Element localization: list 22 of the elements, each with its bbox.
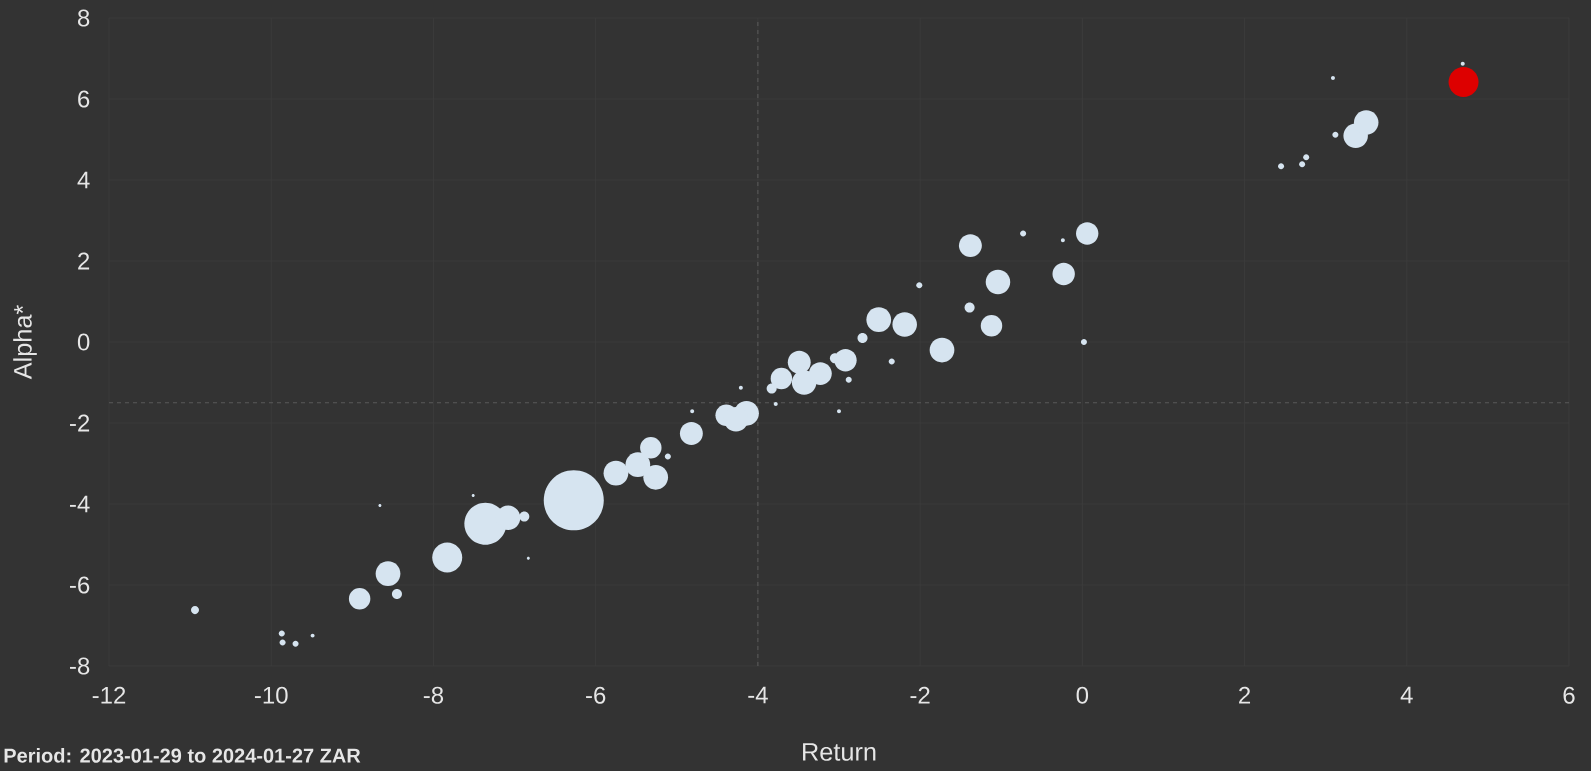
x-tick-label: 0 (1076, 686, 1089, 704)
x-tick-label: -6 (586, 686, 606, 704)
y-tick-label: 4 (77, 171, 90, 189)
y-tick-label: 6 (78, 90, 90, 108)
x-tick-label: 2 (1239, 686, 1251, 704)
y-tick-label: -2 (70, 414, 90, 432)
x-tick-label: -4 (748, 686, 768, 704)
text: Period: 2023-01-29 to 2024-01-27 ZAR (4, 748, 361, 763)
y-tick-label: 2 (78, 252, 90, 270)
x-tick-label: -2 (910, 686, 930, 704)
x-axis-title: Return (803, 743, 876, 761)
y-tick-label: 0 (77, 333, 90, 351)
x-tick-label: -10 (254, 686, 288, 704)
x-tick-label: 6 (1563, 686, 1575, 704)
x-tick-label: -8 (423, 686, 444, 704)
y-tick-label: -6 (70, 576, 90, 594)
y-tick-label: 8 (77, 9, 90, 27)
y-axis-title: Alpha* (13, 305, 37, 380)
x-tick-label: 4 (1400, 686, 1413, 704)
y-tick-label: -8 (70, 657, 90, 675)
x-tick-label: -12 (92, 686, 126, 704)
y-tick-label: -4 (70, 495, 90, 513)
